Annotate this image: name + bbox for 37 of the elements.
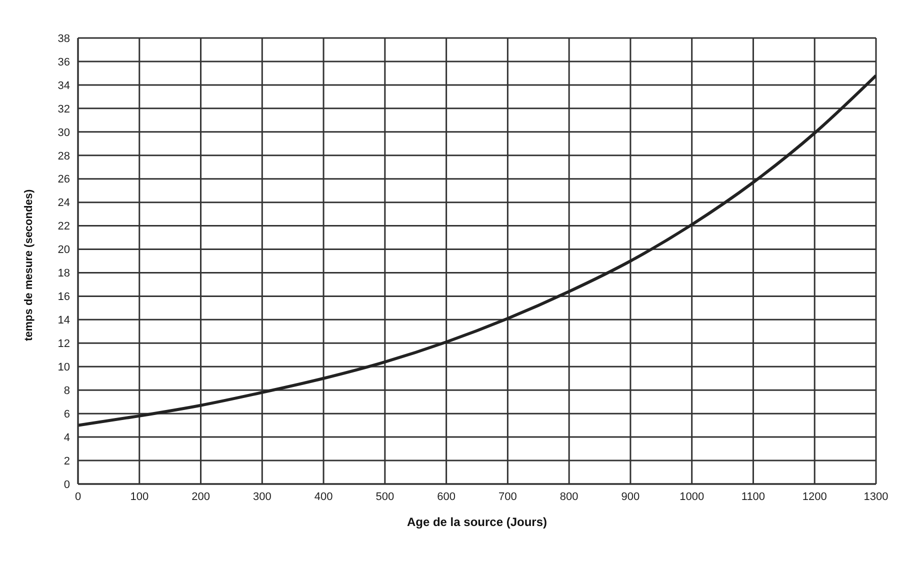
x-tick-label: 300 [252, 490, 272, 503]
y-tick-label: 34 [58, 80, 70, 92]
x-tick-label: 700 [498, 490, 517, 503]
y-tick-label: 10 [58, 362, 70, 374]
y-tick-label: 16 [58, 291, 70, 304]
x-tick-label: 600 [437, 490, 456, 503]
y-tick-label: 28 [58, 150, 70, 162]
x-tick-label: 500 [376, 490, 394, 503]
y-tick-label: 24 [58, 197, 70, 210]
y-tick-label: 6 [64, 408, 70, 420]
y-tick-label: 20 [58, 244, 70, 256]
y-axis-title: temps de mesure (secondes) [22, 189, 35, 341]
x-tick-label: 100 [130, 490, 149, 503]
x-tick-label: 200 [192, 490, 210, 503]
x-tick-label: 1000 [680, 490, 704, 503]
y-tick-label: 2 [64, 455, 70, 468]
x-tick-label: 1200 [802, 490, 827, 503]
x-tick-label: 800 [560, 490, 578, 503]
y-tick-label: 8 [64, 385, 70, 398]
x-tick-label: 400 [314, 490, 333, 503]
line-series [78, 74, 876, 427]
y-tick-label: 14 [58, 314, 70, 327]
y-tick-label: 32 [58, 103, 70, 116]
y-tick-label: 12 [58, 338, 70, 350]
y-tick-label: 22 [58, 220, 70, 233]
y-tick-label: 30 [58, 126, 70, 139]
y-tick-label: 38 [58, 32, 70, 45]
y-tick-label: 36 [58, 56, 70, 68]
x-tick-label: 1300 [864, 490, 888, 503]
y-tick-label: 0 [64, 478, 70, 491]
x-axis-title: Age de la source (Jours) [406, 515, 548, 529]
y-tick-label: 4 [64, 432, 70, 444]
x-tick-label: 0 [74, 490, 82, 503]
y-tick-label: 26 [58, 174, 70, 186]
y-tick-label: 18 [58, 268, 70, 280]
x-tick-label: 1100 [741, 490, 766, 503]
x-tick-label: 900 [621, 490, 640, 503]
